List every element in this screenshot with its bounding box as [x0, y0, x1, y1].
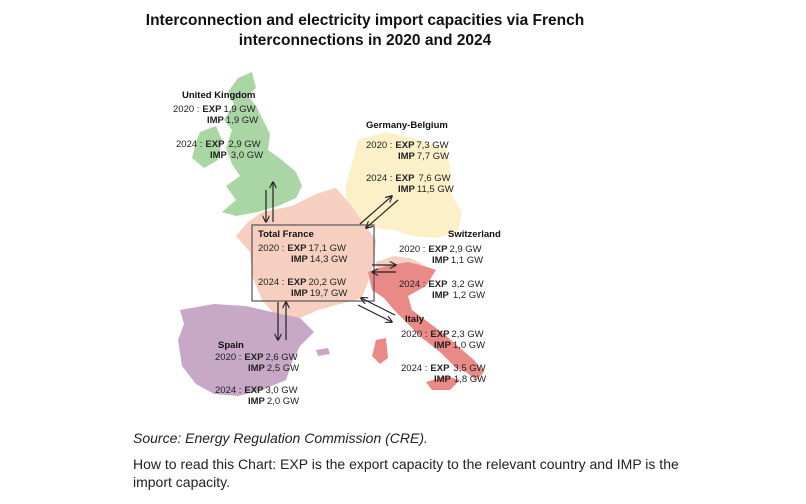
italy-label-group: Italy 2020 : EXP 2,3 GW IMP 1,0 GW 2024 : EX… [401, 314, 486, 385]
germany-belgium-label-group: Germany-Belgium 2020 : EXP 7,3 GW IMP 7,7 G… [366, 120, 454, 195]
region-balearic [316, 348, 330, 356]
de-2020-exp-row: 2020 : EXP 7,3 GW [366, 140, 449, 151]
source-note: Source: Energy Regulation Commission (CR… [133, 430, 428, 446]
uk-2024-imp-key: IMP [210, 150, 228, 161]
title-line-2: interconnections in 2020 and 2024 [238, 32, 492, 49]
ch-2024-imp-row: IMP 1,2 GW [432, 290, 485, 301]
it-2020-exp-row: 2020 : EXP 2,3 GW [401, 329, 484, 340]
region-spain [178, 304, 314, 396]
uk-2020-prefix: 2020 : [173, 104, 199, 115]
es-name: Spain [218, 340, 244, 351]
title-line-1: Interconnection and electricity import c… [145, 12, 585, 29]
uk-2020-exp-row: 2020 : EXP 1,9 GW [173, 104, 256, 115]
fr-2020-exp-row: 2020 : EXP 17,1 GW [258, 243, 346, 254]
fr-2024-exp-row: 2024 : EXP 20,2 GW [258, 277, 346, 288]
es-2024-exp-row: 2024 : EXP 3,0 GW [215, 385, 298, 396]
arrow-it-in [361, 298, 396, 316]
uk-2020-imp: 1,9 GW [226, 115, 258, 126]
uk-2020-exp: 1,9 GW [223, 104, 255, 115]
region-sicily [426, 376, 460, 390]
uk-2024-exp: 2,9 GW [228, 139, 260, 150]
uk-name: United Kingdom [182, 90, 255, 101]
total-france-box [251, 224, 375, 302]
it-2020-imp-row: IMP 1,0 GW [434, 340, 485, 351]
it-2024-exp-row: 2024 : EXP 3,5 GW [401, 363, 486, 374]
de-2024-imp-row: IMP 11,5 GW [398, 184, 454, 195]
switzerland-label-group: Switzerland 2020 : EXP 2,9 GW IMP 1,1 GW 20… [399, 229, 501, 301]
how-to-read-note: How to read this Chart: EXP is the expor… [133, 456, 679, 490]
ch-2024-exp-row: 2024 : EXP 3,2 GW [399, 279, 484, 290]
ch-2020-exp-row: 2020 : EXP 2,9 GW [399, 244, 482, 255]
es-2020-exp-row: 2020 : EXP 2,6 GW [215, 352, 298, 363]
es-2024-imp-row: IMP 2,0 GW [248, 396, 299, 407]
fr-name: Total France [258, 229, 314, 240]
region-italy [368, 262, 484, 380]
de-name: Germany-Belgium [366, 120, 448, 131]
de-2020-imp-row: IMP 7,7 GW [398, 151, 449, 162]
it-name: Italy [405, 314, 425, 325]
uk-2020-imp-key: IMP [207, 115, 225, 126]
de-2024-exp-row: 2024 : EXP 7,6 GW [366, 173, 451, 184]
arrow-de-out [359, 196, 392, 225]
uk-2020-imp-row: IMP 1,9 GW [207, 115, 258, 126]
uk-2020-exp-key: EXP [202, 104, 222, 115]
uk-2024-prefix: 2024 : [176, 139, 202, 150]
uk-2024-exp-key: EXP [205, 139, 225, 150]
region-france [236, 188, 376, 318]
uk-2024-imp: 3,0 GW [231, 150, 263, 161]
es-2020-imp-row: IMP 2,5 GW [248, 363, 299, 374]
fr-2020-imp-row: IMP 14,3 GW [291, 254, 347, 265]
connection-arrows [266, 182, 399, 340]
uk-2024-exp-row: 2024 : EXP 2,9 GW [176, 139, 261, 150]
arrow-de-in [366, 199, 399, 228]
chart-title: Interconnection and electricity import c… [100, 11, 630, 51]
it-2024-imp-row: IMP 1,8 GW [434, 374, 486, 385]
uk-label-group: United Kingdom 2020 : EXP 1,9 GW IMP 1,9 GW… [173, 90, 263, 161]
ch-name: Switzerland [448, 229, 501, 240]
fr-2024-imp-row: IMP 19,7 GW [291, 288, 347, 299]
region-uk [222, 72, 302, 216]
arrow-it-out [357, 304, 392, 322]
region-ireland [192, 126, 222, 168]
ch-2020-imp-row: IMP 1,1 GW [432, 255, 483, 266]
region-sardinia [372, 338, 388, 364]
spain-label-group: Spain 2020 : EXP 2,6 GW IMP 2,5 GW 2024 : EX… [215, 340, 299, 407]
uk-2024-imp-row: IMP 3,0 GW [210, 150, 263, 161]
france-label-group: Total France 2020 : EXP 17,1 GW IMP 14,3 GW… [258, 229, 347, 299]
